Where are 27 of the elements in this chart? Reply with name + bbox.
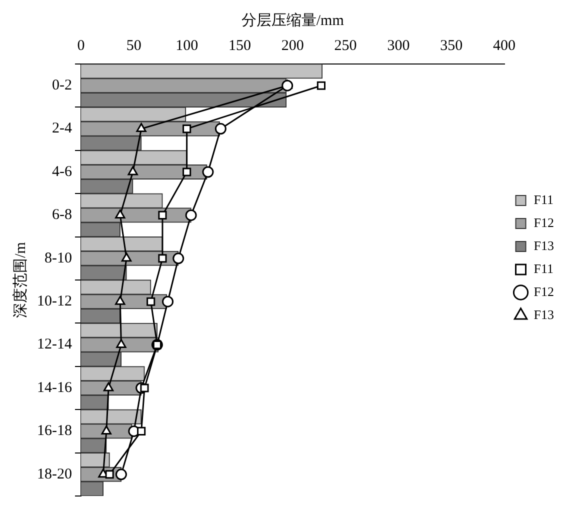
x-tick-label: 200 (281, 38, 304, 54)
x-axis-title: 分层压缩量/mm (241, 12, 344, 29)
y-axis-title: 深度范围/m (12, 242, 29, 318)
y-tick-label: 18-20 (36, 466, 72, 482)
legend-label: F13 (534, 238, 554, 253)
y-tick-label: 2-4 (52, 120, 72, 137)
x-tick-label: 100 (176, 38, 198, 54)
x-tick-label: 50 (126, 38, 142, 54)
y-tick-label: 8-10 (44, 250, 72, 266)
x-tick-label: 350 (440, 38, 463, 54)
y-tick-label: 14-16 (36, 380, 72, 396)
legend-label: F11 (534, 192, 554, 207)
x-tick-label: 300 (387, 38, 410, 54)
x-tick-label: 150 (228, 38, 251, 54)
x-tick-label: 400 (493, 38, 516, 54)
legend-label: F12 (534, 214, 554, 230)
legend-label: F11 (534, 260, 554, 276)
y-tick-label: 10-12 (36, 294, 72, 310)
y-tick-label: 4-6 (52, 164, 72, 180)
y-tick-label: 6-8 (52, 207, 72, 224)
legend-label: F12 (534, 284, 554, 299)
x-tick-label: 250 (334, 38, 357, 54)
x-tick-label: 0 (77, 38, 85, 54)
y-tick-label: 0-2 (52, 78, 72, 94)
y-tick-label: 12-14 (36, 336, 72, 353)
y-tick-label: 16-18 (36, 423, 72, 440)
legend-label: F13 (534, 306, 554, 322)
